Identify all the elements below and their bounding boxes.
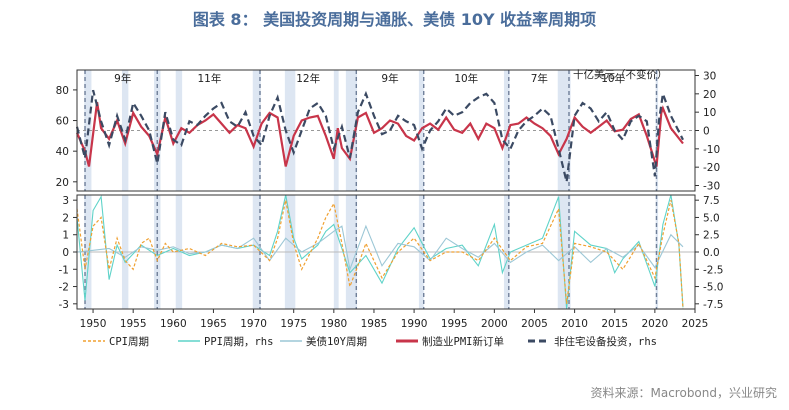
unit-annotation: 十亿美元（不变价） — [573, 68, 668, 81]
cycle-label: 10年 — [454, 72, 478, 85]
y2-tick-label: 2.5 — [703, 230, 720, 242]
x-tick-label: 1955 — [120, 318, 147, 330]
cycle-label: 12年 — [296, 72, 320, 85]
y-tick-label: -3 — [59, 299, 69, 311]
y-tick-label: -2 — [59, 282, 69, 294]
legend-label: CPI周期 — [109, 336, 149, 348]
cycle-label: 9年 — [114, 72, 131, 85]
legend-label: 美债10Y周期 — [306, 335, 367, 348]
legend: CPI周期 PPI周期，rhs 美债10Y周期 制造业PMI新订单 非住宅设备投资，rh… — [83, 335, 657, 348]
y2-tick-label: 30 — [703, 71, 716, 83]
capex-series-line — [75, 89, 684, 183]
y-tick-label: 2 — [62, 212, 69, 224]
x-tick-label: 1970 — [240, 318, 267, 330]
cpi-series-line — [76, 200, 684, 310]
cycle-label: 9年 — [381, 72, 398, 85]
x-tick-label: 2010 — [561, 318, 588, 330]
x-tick-label: 1985 — [361, 318, 388, 330]
axis-ticks: 204060803020100-10-20-303210-1-2-37.55.0… — [56, 71, 724, 331]
bottom-series — [76, 194, 684, 310]
x-tick-label: 1980 — [320, 318, 347, 330]
y-tick-label: 60 — [56, 116, 69, 128]
source-note: 资料来源：Macrobond，兴业研究 — [590, 386, 778, 400]
x-tick-label: 1965 — [200, 318, 227, 330]
x-tick-label: 1960 — [160, 318, 187, 330]
y2-tick-label: 20 — [703, 89, 716, 101]
ppi-series-line — [76, 194, 684, 310]
cycle-label: 11年 — [197, 72, 221, 85]
cycle-labels: 9年 11年 12年 9年 10年 7年 10年 — [114, 72, 625, 85]
cycle-label: 10年 — [601, 72, 625, 85]
y-tick-label: -1 — [59, 264, 69, 276]
x-tick-label: 2005 — [521, 318, 548, 330]
cycle-label: 7年 — [531, 72, 548, 85]
pmi-series-line — [75, 102, 684, 167]
x-tick-label: 2020 — [642, 318, 669, 330]
y-tick-label: 0 — [62, 247, 69, 259]
bond-10y-series-line — [76, 224, 684, 272]
top-series — [75, 89, 684, 183]
y-tick-label: 40 — [56, 146, 69, 158]
recession-band — [655, 70, 659, 191]
x-tick-label: 2015 — [601, 318, 628, 330]
legend-label: PPI周期，rhs — [204, 336, 273, 348]
recession-band — [252, 70, 261, 191]
y2-tick-label: -20 — [703, 162, 720, 174]
figure-title: 图表 8： 美国投资周期与通胀、美债 10Y 收益率周期项 — [192, 10, 597, 29]
y2-tick-label: -7.5 — [703, 299, 724, 311]
y2-tick-label: 7.5 — [703, 195, 720, 207]
x-tick-label: 1950 — [80, 318, 107, 330]
x-tick-label: 1975 — [280, 318, 307, 330]
legend-label: 制造业PMI新订单 — [422, 335, 504, 348]
x-tick-label: 2025 — [682, 318, 709, 330]
y2-tick-label: 5.0 — [703, 212, 720, 224]
y2-tick-label: -2.5 — [703, 264, 724, 276]
x-tick-label: 1990 — [401, 318, 428, 330]
y2-tick-label: -10 — [703, 144, 720, 156]
y2-tick-label: 10 — [703, 107, 716, 119]
y-tick-label: 20 — [56, 177, 69, 189]
recession-band — [503, 70, 510, 191]
recession-band — [284, 70, 296, 191]
y2-tick-label: -30 — [703, 181, 720, 193]
legend-label: 非住宅设备投资，rhs — [554, 335, 657, 348]
x-tick-label: 1995 — [441, 318, 468, 330]
y-tick-label: 3 — [62, 195, 69, 207]
y2-tick-label: 0.0 — [703, 247, 720, 259]
y-tick-label: 1 — [62, 230, 69, 242]
recession-band — [345, 70, 358, 191]
y-tick-label: 80 — [56, 85, 69, 97]
y2-tick-label: -5.0 — [703, 282, 724, 294]
x-tick-label: 2000 — [481, 318, 508, 330]
y2-tick-label: 0 — [703, 126, 710, 138]
